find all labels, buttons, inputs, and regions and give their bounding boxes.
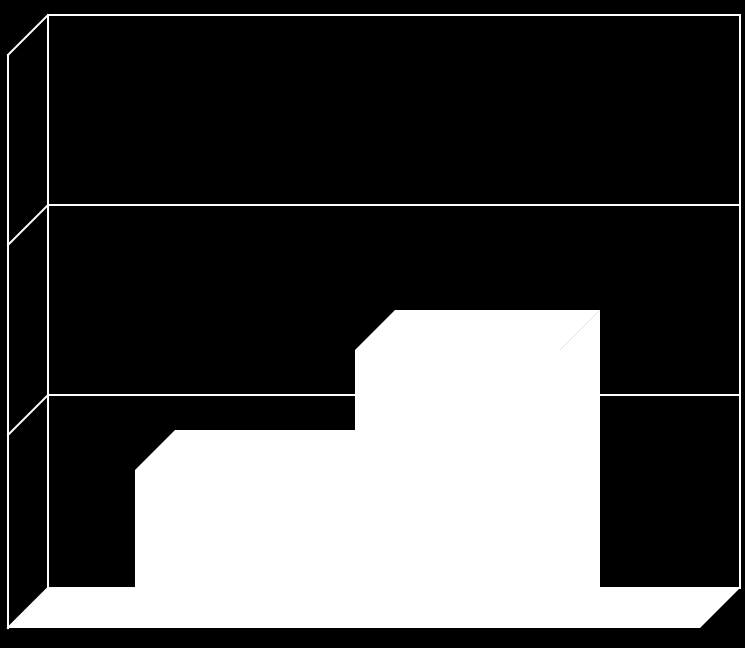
bar-chart-3d (0, 0, 745, 648)
